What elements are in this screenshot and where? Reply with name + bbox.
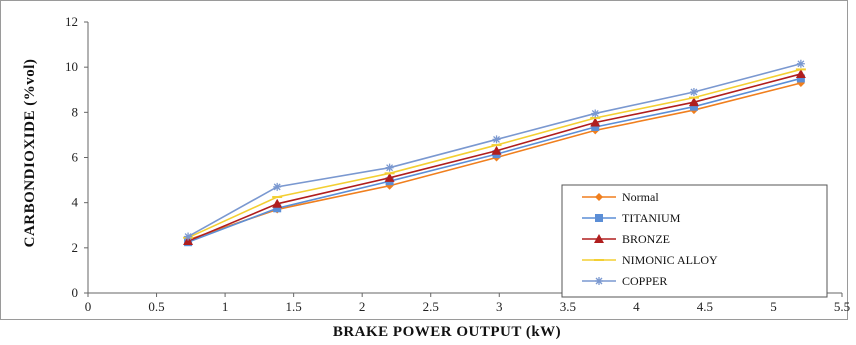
data-point-bronze: [384, 172, 395, 182]
data-point-bronze: [491, 145, 502, 155]
legend-marker-normal: [595, 193, 603, 201]
y-tick-label: 6: [72, 150, 79, 165]
series-copper: [184, 59, 805, 241]
x-tick-label: 2: [359, 299, 366, 314]
y-tick-label: 0: [72, 285, 79, 300]
legend-label-titanium: TITANIUM: [622, 211, 681, 225]
x-tick-label: 3: [496, 299, 503, 314]
data-point-copper: [591, 109, 600, 118]
data-point-copper: [385, 163, 394, 172]
x-tick-label: 1.5: [286, 299, 302, 314]
data-point-copper: [492, 135, 501, 144]
data-point-bronze: [183, 236, 194, 246]
x-tick-label: 1: [222, 299, 229, 314]
data-point-copper: [796, 59, 805, 68]
x-tick-label: 4: [633, 299, 640, 314]
series-layer: [183, 59, 806, 247]
data-point-titanium: [796, 74, 805, 83]
axes: 0 2 4 6 8 10 12 0 0.5 1 1.5 2 2.5 3 3.5 4 4.5 5 5.5: [65, 14, 850, 314]
y-tick-label: 8: [72, 104, 79, 119]
x-tick-label: 4.5: [697, 299, 713, 314]
legend-label-normal: Normal: [622, 190, 659, 204]
legend-box: [561, 184, 828, 298]
data-point-titanium: [591, 123, 600, 132]
legend-item-copper: COPPER: [582, 274, 667, 288]
legend-marker-copper: [595, 277, 603, 285]
series-nimonic-alloy: [183, 68, 806, 239]
legend-label-nimonic-alloy: NIMONIC ALLOY: [622, 253, 718, 267]
data-point-copper: [273, 182, 282, 191]
y-tick-label: 4: [72, 195, 79, 210]
data-point-bronze: [272, 198, 283, 208]
y-tick-label: 12: [65, 14, 78, 29]
legend-marker-titanium: [595, 214, 603, 222]
data-point-titanium: [689, 102, 698, 111]
x-tick-label: 0: [85, 299, 92, 314]
data-point-copper: [184, 232, 193, 241]
data-point-copper: [689, 88, 698, 97]
legend-label-bronze: BRONZE: [622, 232, 670, 246]
x-tick-label: 2.5: [423, 299, 439, 314]
series-bronze: [183, 68, 806, 246]
x-tick-label: 5.5: [834, 299, 850, 314]
legend-item-bronze: BRONZE: [582, 232, 670, 246]
data-point-titanium: [273, 204, 282, 213]
legend-item-nimonic-alloy: NIMONIC ALLOY: [582, 253, 718, 267]
y-tick-label: 10: [65, 59, 78, 74]
legend-label-copper: COPPER: [622, 274, 667, 288]
data-point-bronze: [795, 68, 806, 78]
data-point-bronze: [590, 117, 601, 127]
y-axis-title: CARBONDIOXIDE (%vol): [22, 59, 38, 248]
legend: Normal TITANIUM BRONZE NIMONIC ALLOY COPPER: [561, 184, 828, 298]
x-tick-label: 5: [770, 299, 777, 314]
legend-marker-bronze: [594, 234, 604, 243]
x-tick-label: 0.5: [148, 299, 164, 314]
y-tick-label: 2: [72, 240, 79, 255]
x-axis-title: BRAKE POWER OUTPUT (kW): [333, 324, 561, 340]
legend-item-normal: Normal: [582, 190, 659, 204]
x-tick-label: 3.5: [560, 299, 576, 314]
legend-item-titanium: TITANIUM: [582, 211, 681, 225]
data-point-bronze: [688, 97, 699, 107]
